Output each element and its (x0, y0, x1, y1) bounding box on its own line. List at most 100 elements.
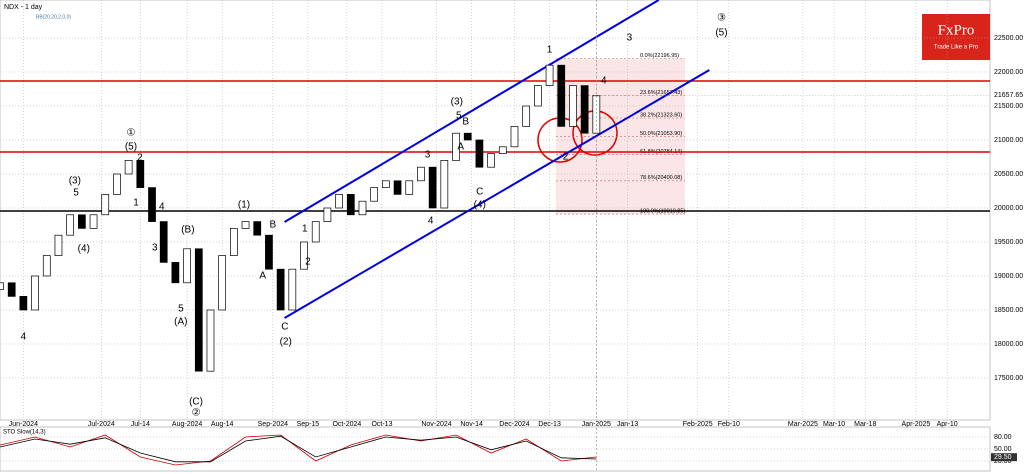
wave-label: 5 (178, 304, 184, 315)
logo-tagline: Trade Like a Pro (934, 45, 979, 51)
candle (463, 132, 472, 141)
candle (288, 268, 297, 311)
wave-label: 5 (73, 188, 79, 199)
candle (323, 207, 332, 222)
candle (428, 166, 437, 209)
wave-label: C (281, 322, 288, 333)
wave-label: 1 (302, 224, 308, 235)
candle (300, 241, 308, 270)
x-tick-label: Mar-2025 (788, 421, 818, 428)
candle (370, 187, 379, 202)
candle (19, 296, 28, 311)
candle (89, 214, 98, 229)
wave-label: (4) (474, 200, 486, 211)
x-tick-label: Apr-2025 (902, 421, 931, 428)
fib-label: 50.0%(21053.90) (640, 131, 682, 137)
candle (393, 180, 402, 195)
candle (31, 275, 39, 311)
x-tick-label: Aug-14 (211, 421, 234, 428)
candle (113, 173, 121, 195)
wave-label: (2) (280, 337, 292, 348)
candle (265, 234, 273, 270)
candle (171, 262, 180, 284)
wave-label: ② (192, 408, 201, 419)
y-tick-label: 19500.00 (994, 239, 1023, 246)
y-tick-label: 18500.00 (994, 307, 1023, 314)
candle (230, 228, 238, 256)
candle (405, 180, 414, 195)
x-tick-label: Sep-15 (297, 421, 320, 428)
wave-label: A (457, 142, 464, 153)
candle (522, 105, 531, 127)
candle (54, 234, 63, 256)
wave-label: (C) (189, 397, 203, 408)
candle (7, 282, 16, 297)
wave-label: 4 (159, 202, 165, 213)
y-tick-label: 20500.00 (994, 171, 1023, 178)
plot-frame (0, 0, 991, 421)
x-tick-label: Sep-2024 (258, 421, 288, 428)
wave-label: C (476, 187, 483, 198)
fib-label: 78.6%(20400.08) (640, 175, 682, 181)
x-tick-label: Apr-10 (937, 421, 958, 428)
y-tick-label: 21500.00 (994, 103, 1023, 110)
candle (218, 255, 227, 311)
indicator: BB(20,20,2,0,0) (36, 14, 71, 20)
x-tick-label: Nov-14 (460, 421, 483, 428)
candle (276, 268, 285, 311)
wave-label: 3 (425, 150, 431, 161)
candle (498, 146, 507, 154)
x-tick-label: Feb-2025 (683, 421, 713, 428)
candle (440, 160, 449, 209)
candle (124, 160, 133, 175)
last-value-box (991, 453, 1017, 462)
wave-label: B (269, 220, 276, 231)
x-tick-label: Dec-13 (538, 421, 561, 428)
candle (545, 64, 554, 86)
fib-label: 0.0%(22196.95) (640, 53, 679, 59)
candle (77, 214, 86, 229)
candle (0, 282, 4, 290)
wave-label: ③ (717, 13, 726, 24)
candle (487, 153, 495, 168)
y-tick-label: 18000.00 (994, 341, 1023, 348)
channel-line (284, 69, 710, 319)
candle (475, 139, 484, 168)
candle (136, 160, 145, 188)
y-tick-label: 17500.00 (994, 375, 1023, 382)
wave-label: 1 (133, 198, 139, 209)
logo (922, 14, 990, 60)
wave-label: B (462, 117, 469, 128)
candle (358, 200, 367, 216)
candle (510, 126, 519, 148)
wave-label: (B) (181, 225, 194, 236)
wave-label: 5 (456, 111, 462, 122)
x-tick-label: Nov-2024 (421, 421, 451, 428)
wave-label: 2 (563, 152, 569, 163)
candle (159, 221, 168, 263)
wave-label: 4 (428, 216, 434, 227)
stoch-line (0, 434, 597, 466)
wave-label: 4 (601, 76, 607, 87)
candle (66, 214, 75, 236)
wave-label: (5) (125, 142, 137, 153)
candle (534, 85, 542, 107)
y-tick-label: 22500.00 (994, 35, 1023, 42)
x-tick-label: Jul-14 (131, 421, 150, 428)
symbol: NDX - 1 day (4, 4, 43, 11)
last-price-label: 21657.65 (994, 92, 1023, 99)
wave-label: (4) (78, 244, 90, 255)
x-tick-label: Oct-2024 (332, 421, 361, 428)
x-tick-label: Jul-2024 (88, 421, 115, 428)
wave-label: (1) (238, 200, 250, 211)
candle (382, 180, 390, 188)
candle (346, 194, 355, 216)
x-tick-label: Aug-2024 (172, 421, 202, 428)
y-tick-label: 22000.00 (994, 69, 1023, 76)
x-tick-label: Oct-13 (371, 421, 392, 428)
wave-label: 3 (152, 243, 158, 254)
x-tick-label: Feb-10 (718, 421, 740, 428)
x-tick-label: Jun-2024 (9, 421, 38, 428)
y-tick-label: 20.00 (994, 458, 1012, 465)
